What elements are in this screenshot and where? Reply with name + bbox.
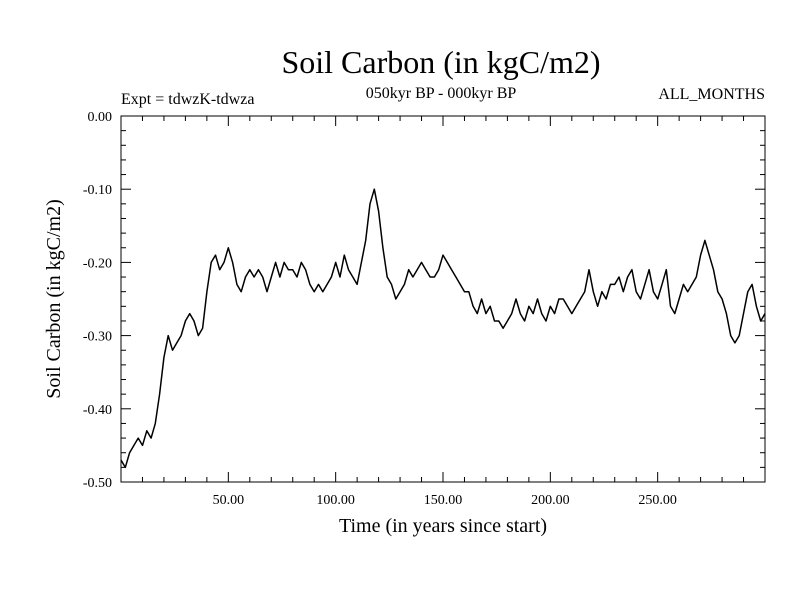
plot-area: 50.00 100.00 150.00 200.00 250.00 0.00 -0.10 -… xyxy=(83,110,766,508)
x-axis-ticks xyxy=(141,116,745,482)
y-tick-label: -0.40 xyxy=(83,403,112,418)
y-axis-label: Soil Carbon (in kgC/m2) xyxy=(43,199,65,398)
x-tick-label: 250.00 xyxy=(638,493,677,508)
plot-frame xyxy=(120,115,766,483)
x-axis-label: Time (in years since start) xyxy=(339,515,547,537)
x-tick-label: 150.00 xyxy=(424,493,463,508)
y-tick-label: -0.20 xyxy=(83,256,112,271)
chart-title: Soil Carbon (in kgC/m2) xyxy=(281,44,600,80)
x-axis-tick-labels: 50.00 100.00 150.00 200.00 250.00 xyxy=(213,493,677,508)
x-tick-label: 200.00 xyxy=(531,493,570,508)
x-tick-label: 50.00 xyxy=(213,493,245,508)
y-tick-label: 0.00 xyxy=(88,110,113,125)
y-tick-label: -0.10 xyxy=(83,183,112,198)
y-axis-ticks xyxy=(121,130,765,468)
months-label: ALL_MONTHS xyxy=(658,86,765,103)
experiment-label: Expt = tdwzK-tdwza xyxy=(121,91,254,108)
y-tick-label: -0.50 xyxy=(83,476,112,491)
x-tick-label: 100.00 xyxy=(316,493,355,508)
series-line xyxy=(120,188,766,469)
chart-subtitle: 050kyr BP - 000kyr BP xyxy=(366,85,517,102)
y-axis-tick-labels: 0.00 -0.10 -0.20 -0.30 -0.40 -0.50 xyxy=(83,110,112,491)
y-tick-label: -0.30 xyxy=(83,330,112,345)
